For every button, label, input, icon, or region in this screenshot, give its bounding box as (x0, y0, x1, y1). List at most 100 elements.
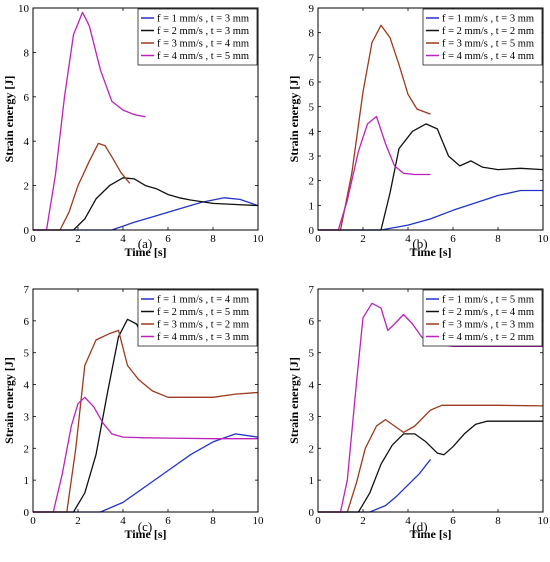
y-tick-label: 2 (309, 443, 315, 455)
x-tick-label: 4 (405, 515, 411, 527)
series-line (318, 189, 543, 231)
legend-box (137, 8, 258, 66)
chart-panel: 0 2 4 6 8 10 0 1 2 3 4 5 6 7 8 9 Time [s] Strain energy [… (287, 3, 549, 259)
y-tick-label: 10 (18, 3, 30, 15)
x-axis-label: Time [s] (409, 245, 451, 259)
y-tick-label: 5 (309, 102, 315, 114)
x-tick-label: 6 (450, 233, 456, 245)
series-line (318, 459, 432, 513)
x-tick-label: 2 (75, 515, 81, 527)
y-axis-label: Strain energy [J] (2, 357, 16, 444)
legend-entry: f = 3 mm/s , t = 5 mm (442, 39, 534, 50)
plot-frame (32, 7, 259, 231)
legend: f = 1 mm/s , t = 5 mmf = 2 mm/s , t = 4 … (422, 289, 543, 347)
y-tick-label: 6 (309, 316, 315, 328)
y-tick-label: 7 (24, 284, 30, 296)
series-line (33, 329, 259, 513)
y-axis-label: Strain energy [J] (287, 76, 301, 163)
series-line (318, 115, 431, 231)
y-tick-label: 0 (309, 225, 315, 237)
x-tick-label: 6 (450, 515, 456, 527)
panel-caption: (a) (138, 236, 152, 251)
y-tick-label: 0 (24, 225, 30, 237)
legend-entry: f = 1 mm/s , t = 3 mm (442, 14, 534, 25)
x-tick-label: 10 (538, 233, 550, 245)
y-axis-label: Strain energy [J] (2, 76, 16, 163)
legend-entry: f = 3 mm/s , t = 3 mm (442, 320, 534, 331)
panel-caption: (d) (412, 519, 427, 534)
legend-box (422, 8, 543, 66)
y-tick-label: 7 (309, 284, 315, 296)
series-line (33, 197, 259, 231)
legend-entry: f = 1 mm/s , t = 5 mm (442, 295, 534, 306)
y-tick-label: 4 (309, 126, 315, 138)
x-tick-label: 10 (538, 515, 550, 527)
chart-panel: 0 2 4 6 8 10 0 1 2 3 4 5 6 7 Time [s] Strain energy [J]… (287, 284, 549, 541)
legend-box (137, 289, 258, 347)
legend-entry: f = 4 mm/s , t = 3 mm (157, 332, 249, 343)
series-line (33, 318, 147, 513)
x-tick-label: 0 (315, 515, 321, 527)
y-tick-label: 2 (24, 443, 30, 455)
chart-panel: 0 2 4 6 8 10 0 1 2 3 4 5 6 7 Time [s] Strain energy [J]… (2, 284, 264, 541)
x-axis-label: Time [s] (124, 527, 166, 541)
y-tick-label: 7 (309, 52, 315, 64)
x-tick-label: 8 (495, 515, 501, 527)
series-line (33, 11, 146, 231)
series-line (33, 433, 259, 513)
x-tick-label: 2 (360, 515, 366, 527)
legend-entry: f = 2 mm/s , t = 5 mm (157, 307, 249, 318)
plot-frame (317, 288, 544, 513)
x-axis-label: Time [s] (409, 527, 451, 541)
legend-entry: f = 3 mm/s , t = 4 mm (157, 39, 249, 50)
y-tick-label: 3 (309, 411, 315, 423)
x-tick-label: 8 (210, 515, 216, 527)
chart-panel: 0 2 4 6 8 10 0 2 4 6 8 10 Time [s] Strain energy [J] f… (2, 3, 264, 259)
y-axis-label: Strain energy [J] (287, 357, 301, 444)
y-tick-label: 4 (24, 136, 30, 148)
y-tick-label: 5 (24, 348, 30, 360)
legend-entry: f = 4 mm/s , t = 4 mm (442, 51, 534, 62)
legend-box (422, 289, 543, 347)
y-tick-label: 3 (24, 411, 30, 423)
legend: f = 1 mm/s , t = 3 mmf = 2 mm/s , t = 3 … (137, 8, 258, 66)
x-tick-label: 8 (495, 233, 501, 245)
legend-entry: f = 4 mm/s , t = 2 mm (442, 332, 534, 343)
y-tick-label: 8 (24, 47, 30, 59)
panel-caption: (c) (138, 519, 152, 534)
x-tick-label: 2 (360, 233, 366, 245)
y-tick-label: 2 (24, 181, 30, 193)
x-tick-label: 0 (315, 233, 321, 245)
legend: f = 1 mm/s , t = 4 mmf = 2 mm/s , t = 5 … (137, 289, 258, 347)
y-tick-label: 4 (309, 380, 315, 392)
series-line (318, 24, 431, 231)
y-tick-label: 2 (309, 176, 315, 188)
y-tick-label: 0 (24, 507, 30, 519)
series-line (33, 142, 131, 231)
series-line (318, 123, 544, 231)
series-line (318, 420, 543, 513)
plot-frame (317, 7, 544, 231)
plot-frame (32, 288, 259, 513)
legend-entry: f = 3 mm/s , t = 2 mm (157, 320, 249, 331)
panel-caption: (b) (412, 236, 427, 251)
y-tick-label: 6 (24, 316, 30, 328)
legend: f = 1 mm/s , t = 3 mmf = 2 mm/s , t = 2 … (422, 8, 543, 66)
legend-entry: f = 2 mm/s , t = 3 mm (157, 26, 249, 37)
legend-entry: f = 1 mm/s , t = 4 mm (157, 295, 249, 306)
legend-entry: f = 4 mm/s , t = 5 mm (157, 51, 249, 62)
y-tick-label: 6 (309, 77, 315, 89)
y-tick-label: 6 (24, 92, 30, 104)
legend-entry: f = 1 mm/s , t = 3 mm (157, 14, 249, 25)
series-line (33, 396, 258, 513)
y-tick-label: 8 (309, 28, 315, 40)
y-tick-label: 3 (309, 151, 315, 163)
legend-entry: f = 2 mm/s , t = 2 mm (442, 26, 534, 37)
y-tick-label: 9 (309, 3, 315, 15)
x-tick-label: 8 (210, 233, 216, 245)
y-tick-label: 4 (24, 380, 30, 392)
y-tick-label: 1 (309, 200, 315, 212)
legend-entry: f = 2 mm/s , t = 4 mm (442, 307, 534, 318)
y-tick-label: 5 (309, 348, 315, 360)
